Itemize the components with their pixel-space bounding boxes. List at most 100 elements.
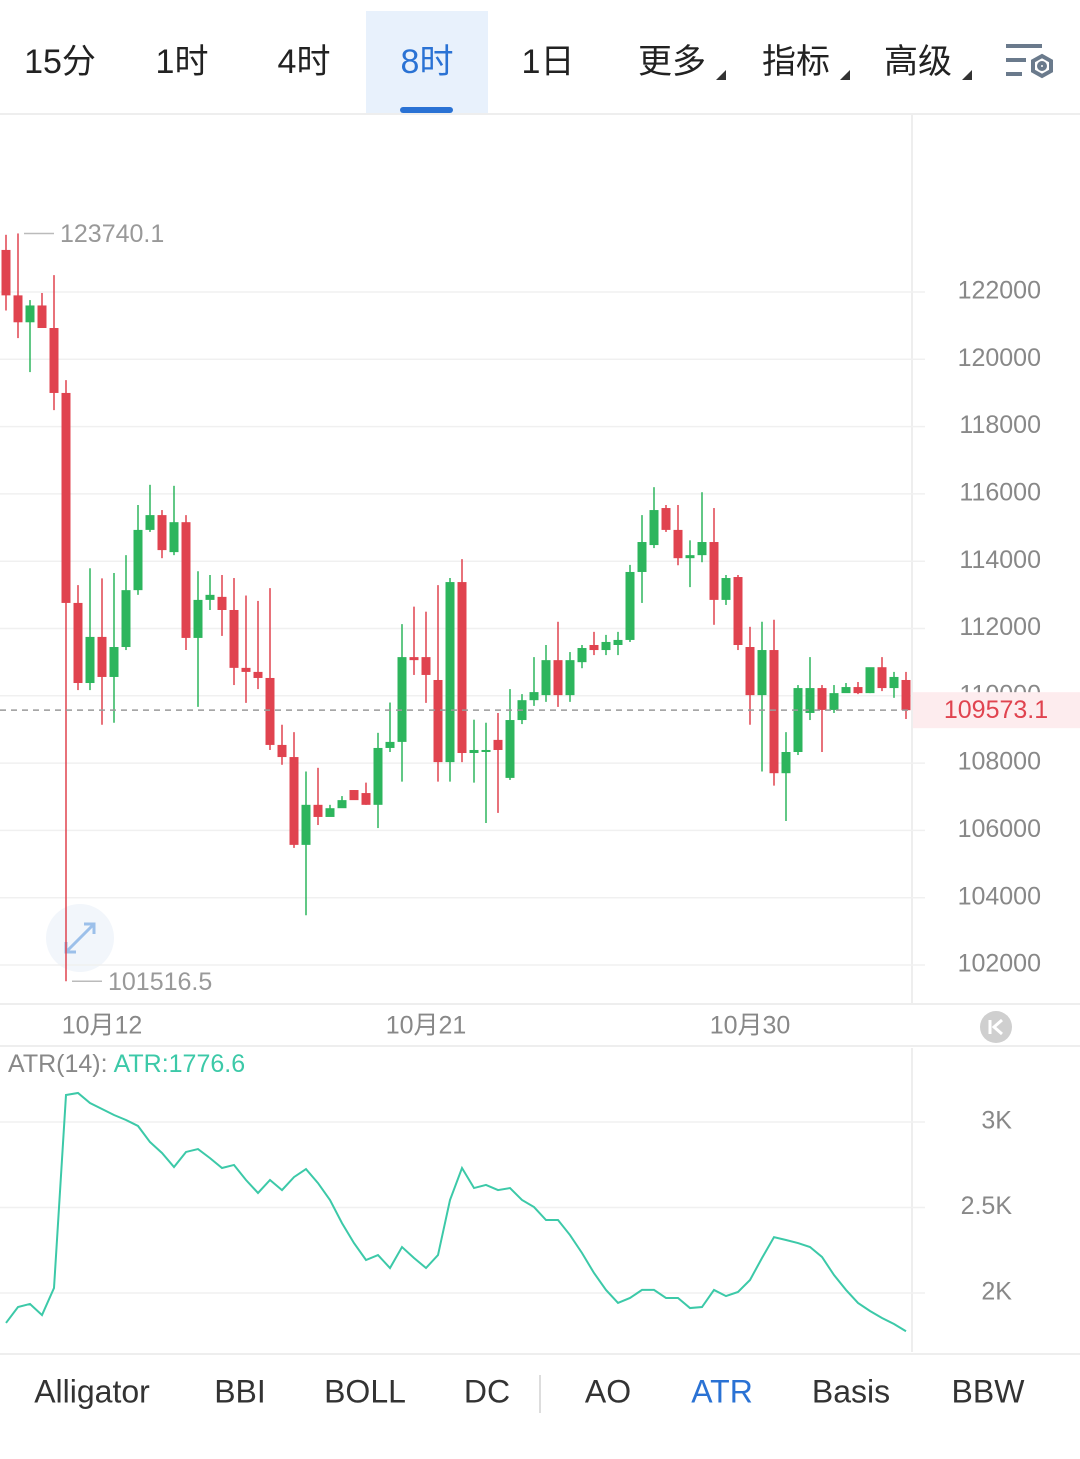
candle-body	[745, 647, 755, 696]
y-tick-label: 104000	[958, 882, 1041, 910]
candle-body	[793, 688, 803, 753]
candle-body	[661, 508, 671, 530]
x-tick-label: 10月21	[386, 1012, 467, 1040]
candle-body	[697, 542, 707, 556]
expand-icon[interactable]	[46, 904, 114, 972]
candle-body	[217, 596, 227, 610]
candle-body	[805, 688, 815, 713]
candle-body	[97, 636, 107, 677]
candle-body	[85, 636, 95, 684]
timeframe-tab[interactable]: 指标	[762, 43, 830, 81]
timeframe-tab[interactable]: 4时	[278, 43, 331, 81]
indicator-name: ATR(14):	[8, 1050, 108, 1078]
candle-body	[109, 647, 119, 677]
dropdown-caret	[962, 70, 972, 80]
candle-body	[193, 599, 203, 638]
candle-body	[469, 749, 479, 754]
active-tab-bg	[366, 11, 488, 113]
candle-body	[385, 741, 395, 748]
candle-body	[781, 752, 791, 774]
last-price-label: 109573.1	[944, 696, 1048, 724]
candle-body	[121, 590, 131, 648]
candle-body	[553, 660, 563, 696]
y-tick-label: 118000	[959, 411, 1041, 439]
timeframe-tab[interactable]: 1时	[156, 43, 209, 81]
y-tick-label: 112000	[959, 613, 1041, 641]
x-tick-label: 10月30	[710, 1012, 791, 1040]
indicator-tab[interactable]: Basis	[812, 1373, 890, 1409]
candle-body	[457, 582, 467, 754]
candle-body	[685, 555, 695, 559]
y-tick-label: 102000	[958, 950, 1041, 978]
candle-body	[673, 529, 683, 559]
candle-body	[865, 667, 875, 694]
candle-body	[853, 687, 863, 694]
candle-body	[877, 667, 887, 689]
candle-body	[505, 720, 515, 778]
candle-body	[625, 571, 635, 640]
y-tick-label: 114000	[959, 546, 1041, 574]
indicator-tab[interactable]: Alligator	[34, 1373, 150, 1409]
candle-body	[265, 677, 275, 745]
candle-body	[601, 641, 611, 651]
atr-line	[5, 1091, 907, 1333]
indicator-tab[interactable]: BBW	[952, 1373, 1026, 1409]
candle-body	[421, 657, 431, 675]
candle-body	[709, 542, 719, 600]
candle-body	[313, 804, 323, 817]
candle-body	[481, 749, 491, 753]
y-tick-label: 2.5K	[961, 1192, 1013, 1220]
candle-body	[1, 249, 11, 296]
y-tick-label: 116000	[959, 479, 1041, 507]
candle-body	[253, 671, 263, 678]
candle-body	[565, 660, 575, 696]
timeframe-tab[interactable]: 15分	[24, 43, 96, 81]
y-tick-label: 108000	[958, 748, 1041, 776]
candle-body	[49, 328, 59, 393]
candle-body	[613, 639, 623, 645]
y-tick-label: 3K	[981, 1107, 1012, 1135]
timeframe-tab[interactable]: 1日	[522, 43, 575, 81]
candle-body	[37, 305, 47, 329]
settings-icon[interactable]	[1006, 44, 1053, 79]
timeframe-tab[interactable]: 8时	[401, 43, 454, 81]
candle-body	[649, 510, 659, 546]
candle-body	[529, 692, 539, 701]
candle-body	[409, 657, 419, 661]
candle-body	[205, 594, 215, 600]
indicator-title: ATR(14): ATR:1776.6	[8, 1050, 245, 1078]
candle-body	[373, 747, 383, 805]
indicator-tab[interactable]: ATR	[691, 1373, 753, 1409]
candle-body	[229, 609, 239, 668]
candle-body	[73, 602, 83, 684]
candle-body	[445, 582, 455, 763]
timeframe-tab[interactable]: 高级	[884, 43, 952, 81]
y-tick-label: 120000	[958, 344, 1041, 372]
candle-body	[133, 529, 143, 591]
candle-body	[349, 790, 359, 801]
candle-body	[433, 679, 443, 763]
candle-body	[637, 542, 647, 572]
indicator-tab[interactable]: BBI	[214, 1373, 266, 1409]
timeframe-tab[interactable]: 更多	[638, 43, 706, 81]
candle-body	[589, 644, 599, 651]
candle-body	[241, 667, 251, 672]
indicator-tab[interactable]: BOLL	[324, 1373, 406, 1409]
scroll-latest-icon[interactable]	[980, 1011, 1012, 1043]
x-tick-label: 10月12	[62, 1012, 143, 1040]
candle-body	[325, 808, 335, 817]
candle-body	[25, 305, 35, 323]
candle-body	[817, 688, 827, 710]
indicator-tab[interactable]: AO	[585, 1373, 631, 1409]
candle-body	[301, 804, 311, 845]
candle-body	[841, 687, 851, 694]
candle-body	[397, 657, 407, 742]
candle-body	[769, 650, 779, 774]
candle-body	[361, 793, 371, 805]
candle-body	[733, 577, 743, 645]
indicator-tab[interactable]: DC	[464, 1373, 510, 1409]
candle-body	[277, 744, 287, 758]
max-label: 123740.1	[60, 220, 164, 248]
candle-body	[493, 739, 503, 750]
